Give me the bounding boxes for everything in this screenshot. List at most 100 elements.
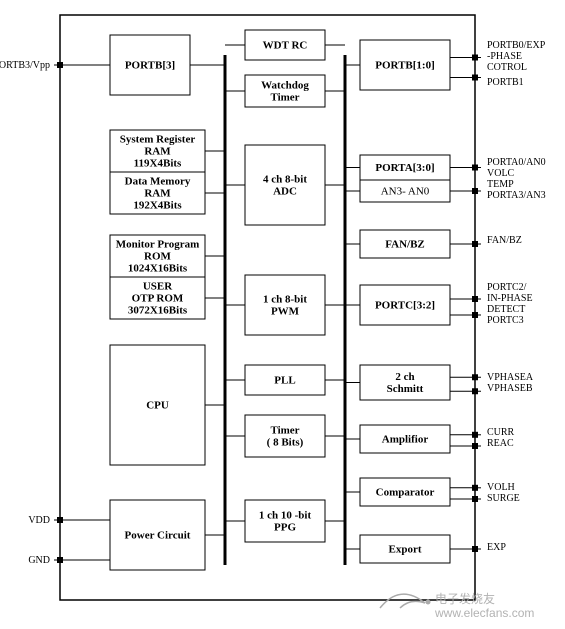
right-io-label-1-0: PORTB1: [487, 77, 524, 88]
col2-block-4: PLL: [245, 365, 325, 395]
block-label: Comparator: [376, 487, 435, 499]
block-label: Monitor Program: [116, 239, 200, 251]
block-label: PPG: [274, 522, 296, 534]
col2-block-2: 4 ch 8-bitADC: [245, 145, 325, 225]
block-label: Timer: [270, 425, 299, 437]
block-label: System Register: [120, 134, 196, 146]
block-label: PORTA[3:0]: [375, 162, 434, 174]
block-label: 3072X16Bits: [128, 305, 188, 317]
left-pad-2: [57, 557, 63, 563]
block-label: Power Circuit: [125, 530, 191, 542]
col1-block-5: CPU: [110, 345, 205, 465]
right-io-label-4-3: PORTC3: [487, 315, 524, 326]
col3-block-5: 2 chSchmitt: [360, 365, 450, 400]
block-label: AN3- AN0: [381, 186, 430, 198]
col1-block-0: PORTB[3]: [110, 35, 190, 95]
right-io-label-5-1: VPHASEB: [487, 383, 533, 394]
right-pad-2-1: [472, 188, 478, 194]
left-io-label-0: PORTB3/Vpp: [0, 60, 50, 71]
right-io-label-0-2: COTROL: [487, 62, 527, 73]
col1-block-2: Data MemoryRAM192X4Bits: [110, 172, 205, 214]
block-label: FAN/BZ: [385, 239, 425, 251]
right-io-label-4-0: PORTC2/: [487, 282, 527, 293]
block-label: Schmitt: [387, 383, 424, 395]
block-label: 119X4Bits: [134, 158, 182, 170]
right-io-label-2-3: PORTA3/AN3: [487, 190, 546, 201]
block-label: Timer: [270, 92, 299, 104]
right-io-label-3-0: FAN/BZ: [487, 235, 522, 246]
right-pad-8-0: [472, 546, 478, 552]
col2-block-6: 1 ch 10 -bitPPG: [245, 500, 325, 542]
right-io-label-5-0: VPHASEA: [487, 372, 534, 383]
block-label: PORTB[1:0]: [375, 60, 435, 72]
block-label: PWM: [271, 306, 300, 318]
col2-block-3: 1 ch 8-bitPWM: [245, 275, 325, 335]
col1-block-3: Monitor ProgramROM1024X16Bits: [110, 235, 205, 277]
col3-block-0: PORTB[1:0]: [360, 40, 450, 90]
block-label: Amplifior: [382, 434, 429, 446]
left-pad-0: [57, 62, 63, 68]
block-label: 2 ch: [395, 371, 414, 383]
block-label: 4 ch 8-bit: [263, 174, 307, 186]
right-io-label-8-0: EXP: [487, 542, 506, 553]
right-pad-3-0: [472, 241, 478, 247]
block-label: PORTB[3]: [125, 60, 175, 72]
block-label: Export: [389, 544, 422, 556]
left-io-label-2: GND: [28, 555, 50, 566]
block-label: Watchdog: [261, 80, 309, 92]
right-pad-2-0: [472, 165, 478, 171]
col3-block-7: Comparator: [360, 478, 450, 506]
left-io-label-1: VDD: [28, 515, 50, 526]
col2-block-1: WatchdogTimer: [245, 75, 325, 107]
col2-block-0: WDT RC: [245, 30, 325, 60]
col3-block-8: Export: [360, 535, 450, 563]
col3-block-1: PORTA[3:0]: [360, 155, 450, 180]
col3-block-4: PORTC[3:2]: [360, 285, 450, 325]
block-label: ROM: [144, 251, 172, 263]
right-io-label-2-0: PORTA0/AN0: [487, 157, 546, 168]
watermark-text: 电子发烧友: [435, 591, 495, 606]
right-io-label-6-1: REAC: [487, 438, 514, 449]
block-label: 1 ch 10 -bit: [259, 510, 312, 522]
block-label: PORTC[3:2]: [375, 300, 435, 312]
right-io-label-6-0: CURR: [487, 427, 515, 438]
block-label: OTP ROM: [132, 293, 184, 305]
col3-block-3: FAN/BZ: [360, 230, 450, 258]
right-pad-6-0: [472, 432, 478, 438]
right-io-label-0-0: PORTB0/EXP: [487, 40, 546, 51]
right-io-label-2-1: VOLC: [487, 168, 515, 179]
block-label: Data Memory: [125, 176, 191, 188]
block-diagram: PORTB[3]System RegisterRAM119X4BitsData …: [0, 0, 565, 629]
block-label: PLL: [274, 375, 295, 387]
block-label: ( 8 Bits): [267, 437, 304, 449]
right-pad-4-1: [472, 312, 478, 318]
right-pad-0-0: [472, 55, 478, 61]
col3-block-6: Amplifior: [360, 425, 450, 453]
block-label: 1024X16Bits: [128, 263, 188, 275]
watermark-dot: [426, 600, 431, 605]
right-pad-6-1: [472, 443, 478, 449]
block-label: USER: [143, 281, 173, 293]
right-io-label-4-2: DETECT: [487, 304, 525, 315]
watermark-url: www.elecfans.com: [434, 606, 534, 620]
block-label: 1 ch 8-bit: [263, 294, 307, 306]
block-label: WDT RC: [263, 40, 308, 52]
col1-block-4: USEROTP ROM3072X16Bits: [110, 277, 205, 319]
left-pad-1: [57, 517, 63, 523]
right-pad-1-0: [472, 75, 478, 81]
block-label: 192X4Bits: [133, 200, 182, 212]
right-io-label-4-1: IN-PHASE: [487, 293, 533, 304]
col2-block-5: Timer( 8 Bits): [245, 415, 325, 457]
right-pad-7-1: [472, 496, 478, 502]
right-io-label-7-1: SURGE: [487, 493, 520, 504]
col1-block-6: Power Circuit: [110, 500, 205, 570]
col1-block-1: System RegisterRAM119X4Bits: [110, 130, 205, 172]
right-pad-7-0: [472, 485, 478, 491]
col3-block-2: AN3- AN0: [360, 180, 450, 202]
block-label: ADC: [273, 186, 297, 198]
block-label: CPU: [146, 400, 169, 412]
right-pad-5-1: [472, 388, 478, 394]
right-io-label-0-1: -PHASE: [487, 51, 522, 62]
right-io-label-2-2: TEMP: [487, 179, 514, 190]
right-io-label-7-0: VOLH: [487, 482, 515, 493]
